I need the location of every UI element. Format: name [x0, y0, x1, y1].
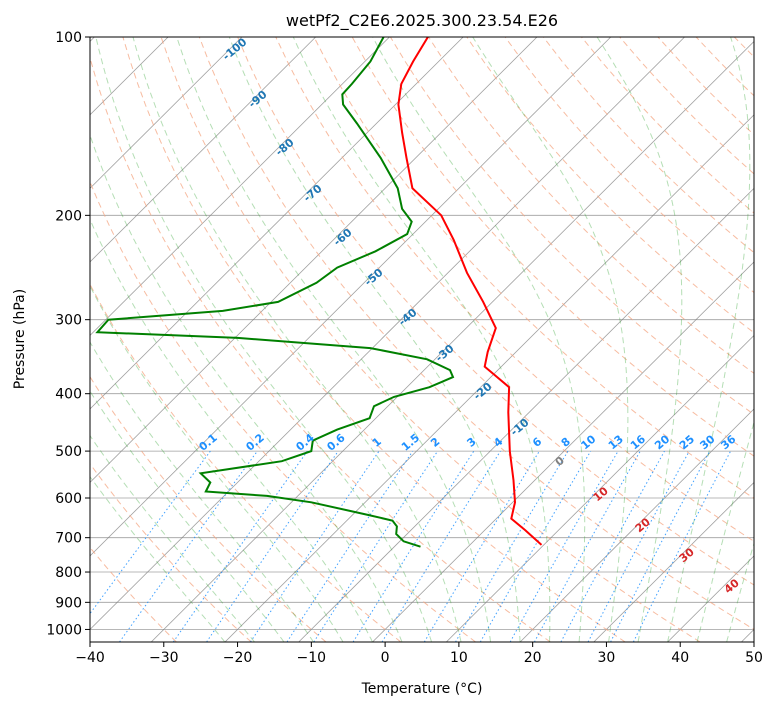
moist-adiabat-line: [90, 284, 344, 642]
background-lines: [90, 37, 754, 642]
mixing-ratio-line: [560, 450, 665, 642]
isotherm-line: [90, 37, 316, 263]
mixing-ratio-line: [423, 450, 540, 642]
y-tick-label: 400: [55, 387, 82, 403]
y-tick-label: 100: [55, 30, 82, 46]
axis-ticks: −40 −30 −20 −10 0 10 20 30 40 50 100 200 300 400 500 60…: [46, 30, 763, 666]
dry-adiabat-line: [275, 37, 754, 542]
moist-adiabat-line: [472, 37, 629, 642]
isotherm-line: [593, 481, 754, 642]
mixing-ratio-line: [381, 450, 501, 642]
moist-adiabat-line: [90, 434, 255, 642]
moist-adiabat-line: [90, 475, 226, 642]
moist-adiabat-line: [90, 390, 285, 642]
isotherm-line: [150, 40, 754, 642]
isotherm-line: [90, 37, 464, 410]
plot-area: [90, 37, 754, 642]
y-tick-label: 200: [55, 208, 82, 224]
x-tick-label: −10: [297, 650, 327, 666]
x-tick-label: 40: [671, 650, 689, 666]
mixing-ratio-line: [286, 450, 414, 642]
plot-frame: [89, 36, 755, 643]
moist-adiabat-line: [90, 218, 373, 642]
y-tick-label: 700: [55, 531, 82, 547]
isotherm-line: [372, 261, 754, 642]
moist-adiabat-line: [372, 37, 586, 642]
moist-adiabat-line: [176, 37, 492, 642]
moist-adiabat-line: [696, 420, 754, 642]
isotherm-line: [90, 37, 390, 336]
dry-adiabat-line: [90, 55, 551, 642]
y-tick-label: 900: [55, 595, 82, 611]
dry-adiabat-line: [504, 37, 754, 294]
moist-adiabat-line: [90, 341, 314, 642]
y-tick-label: 600: [55, 491, 82, 507]
x-tick-label: −40: [75, 650, 105, 666]
moist-adiabat-line: [596, 37, 683, 642]
isotherm-line: [90, 37, 538, 483]
mixing-ratio-line: [206, 450, 339, 642]
dry-adiabat-line: [198, 37, 754, 630]
y-tick-label: 1000: [46, 622, 82, 638]
mixing-ratio-line: [119, 450, 258, 642]
y-axis-label: Pressure (hPa): [12, 289, 28, 389]
moist-adiabat-line: [667, 37, 751, 642]
y-tick-label: 800: [55, 565, 82, 581]
isotherm-line: [224, 114, 754, 642]
sounding-lines: [95, 37, 543, 548]
x-tick-label: 10: [450, 650, 468, 666]
isotherm-line: [90, 37, 243, 189]
x-tick-label: −30: [149, 650, 179, 666]
mixing-ratio-line: [509, 450, 619, 642]
dry-adiabat-line: [160, 37, 701, 642]
dry-adiabat-line: [90, 375, 327, 642]
dry-adiabat-line: [90, 462, 252, 642]
moist-adiabat-line: [132, 37, 462, 642]
temperature-line: [397, 37, 543, 546]
mixing-ratio-line: [587, 450, 690, 642]
mixing-ratio-line: [313, 450, 439, 642]
mixing-ratio-line: [352, 450, 475, 642]
x-tick-label: 50: [745, 650, 763, 666]
moist-adiabat-line: [95, 37, 432, 642]
x-tick-label: 30: [598, 650, 616, 666]
isotherm-line: [90, 37, 685, 631]
dry-adiabat-line: [466, 37, 754, 334]
mixing-ratio-line: [249, 450, 380, 642]
isotherm-line: [90, 37, 612, 557]
dewpoint-line: [95, 37, 455, 548]
moist-adiabat-line: [90, 133, 403, 642]
chart-title: wetPf2_C2E6.2025.300.23.54.E26: [286, 11, 558, 31]
dry-adiabat-line: [237, 37, 754, 586]
mixing-ratio-line: [90, 450, 211, 615]
mixing-ratio-line: [632, 450, 732, 642]
mixing-ratio-line: [172, 450, 308, 642]
moist-adiabat-line: [228, 37, 521, 642]
x-axis-label: Temperature (°C): [361, 681, 483, 697]
y-tick-label: 300: [55, 313, 82, 329]
isotherm-line: [446, 334, 754, 642]
isotherm-line: [519, 408, 754, 642]
mixing-ratio-line: [533, 450, 641, 642]
x-tick-label: 0: [381, 650, 390, 666]
x-tick-label: −20: [223, 650, 253, 666]
x-tick-label: 20: [524, 650, 542, 666]
y-tick-label: 500: [55, 444, 82, 460]
dry-adiabat-line: [313, 37, 754, 500]
moist-adiabat-line: [726, 541, 754, 642]
moist-adiabat-line: [292, 37, 551, 642]
dry-adiabat-line: [122, 37, 626, 642]
